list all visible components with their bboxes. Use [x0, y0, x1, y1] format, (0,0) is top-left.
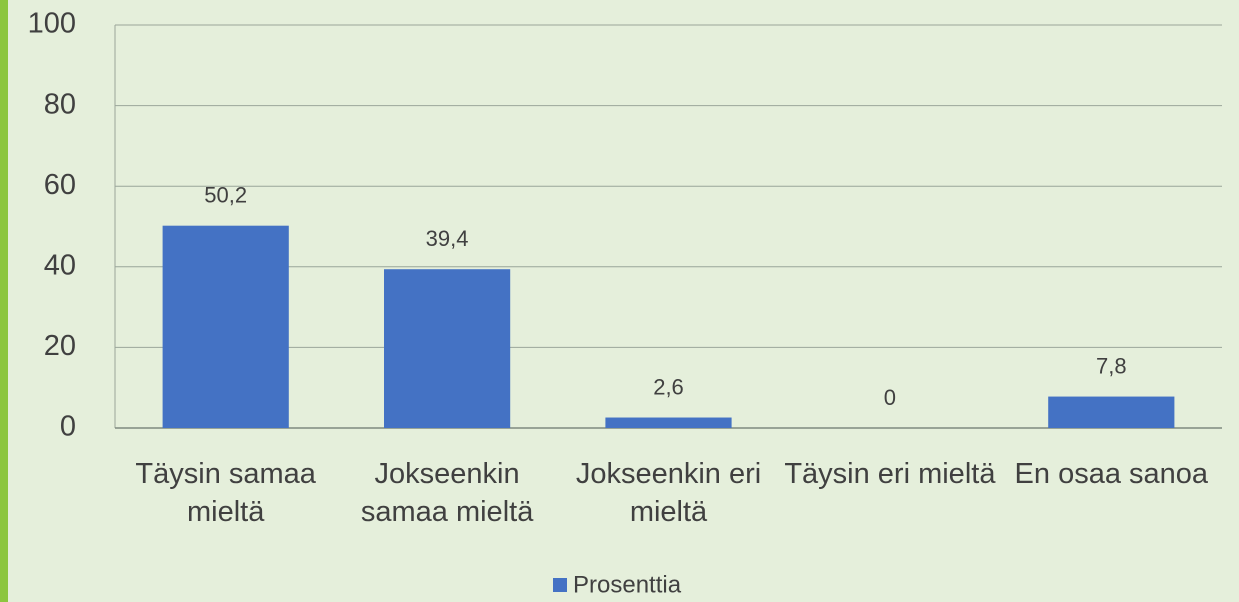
- bar: [605, 417, 732, 428]
- bar: [384, 269, 511, 428]
- data-label: 39,4: [426, 226, 469, 251]
- x-tick-label: Täysin eri mieltä: [784, 458, 996, 490]
- data-label: 0: [884, 385, 896, 410]
- legend-swatch: [553, 578, 567, 592]
- y-tick-label: 80: [44, 88, 76, 120]
- side-strip: [0, 0, 8, 602]
- data-label: 50,2: [204, 183, 247, 208]
- x-tick-label: Jokseenkin eri mieltä: [575, 458, 762, 528]
- data-label: 7,8: [1096, 353, 1127, 378]
- data-label: 2,6: [653, 374, 684, 399]
- y-tick-label: 100: [28, 8, 76, 40]
- legend-label: Prosenttia: [573, 571, 682, 598]
- y-tick-label: 20: [44, 330, 76, 362]
- x-tick-label: Jokseenkin samaa mieltä: [360, 458, 534, 528]
- x-tick-label: En osaa sanoa: [1014, 458, 1209, 490]
- bar: [162, 225, 289, 428]
- x-tick-label: Täysin samaa mieltä: [135, 458, 316, 528]
- y-tick-label: 0: [60, 411, 76, 443]
- y-tick-label: 60: [44, 169, 76, 201]
- bar: [1048, 396, 1175, 428]
- y-tick-label: 40: [44, 249, 76, 281]
